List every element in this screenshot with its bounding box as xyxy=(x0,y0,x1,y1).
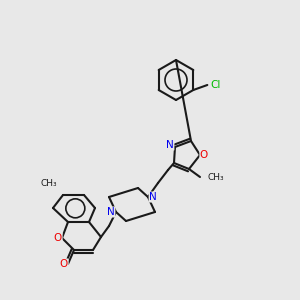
Text: N: N xyxy=(149,192,157,202)
Text: O: O xyxy=(60,259,68,269)
Text: Cl: Cl xyxy=(210,80,221,90)
Text: N: N xyxy=(107,207,115,217)
Text: N: N xyxy=(166,140,174,150)
Text: CH₃: CH₃ xyxy=(208,172,225,182)
Text: CH₃: CH₃ xyxy=(41,178,57,188)
Text: O: O xyxy=(200,150,208,160)
Text: O: O xyxy=(54,233,62,243)
